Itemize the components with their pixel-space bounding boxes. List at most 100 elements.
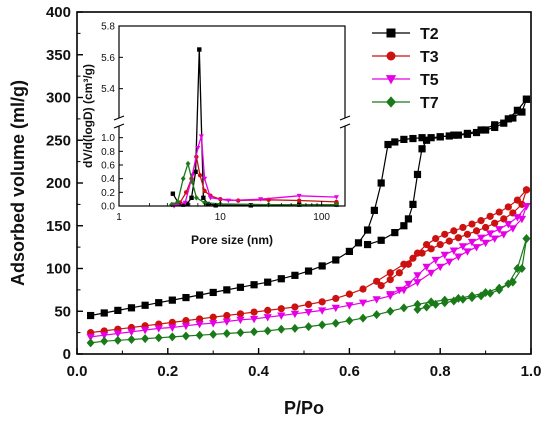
inset-series-t7-point [202,199,208,206]
series-t2-point [236,283,245,291]
series-t2-point [400,222,408,230]
series-t5-point [486,230,495,238]
series-t2-point [491,121,499,129]
series-t7-point [513,264,522,273]
series-t5-desorption-line [390,205,527,295]
inset-series-t3-point [296,198,302,203]
series-t2-point [427,134,435,142]
series-t2-desorption-line [367,98,527,246]
series-t7-point [431,299,440,309]
series-t2-point [304,267,313,275]
series-t2-point [182,293,190,302]
series-t3-point [373,277,381,285]
series-t7-point [331,318,340,328]
series-t5-point [513,214,522,222]
legend-t3-marker [386,51,396,61]
inset-y-tick-label: 0.8 [101,147,115,158]
inset-series-t5-point [198,134,204,139]
inset-series-t5-point [333,195,339,200]
series-t2-point [391,138,399,146]
series-t7-point [290,323,299,333]
series-t3-point [318,298,326,306]
series-t3-point [395,269,403,277]
series-t3-point [413,249,422,257]
series-t2-point [400,135,408,143]
series-t5-point [222,318,231,326]
series-t7-point [522,234,531,244]
series-t3-point [436,240,444,249]
series-t2-point [168,296,176,304]
series-t5-point [476,234,486,243]
series-t2-point [409,134,417,143]
series-t3-point [386,276,394,284]
series-t2-point [363,226,372,234]
series-t2-point [500,119,508,127]
inset-series-t5-point [202,176,208,182]
x-tick-label: 0.4 [248,363,270,380]
series-t5-point [508,225,517,233]
inset-series-t7-point [185,160,191,167]
main-plot: 0.0 0.2 0.4 0.6 0.8 1.0 0 50 100 150 200 250 300 350 4… [8,4,541,418]
series-t3-point [236,310,245,318]
inset-y-tick-label: 1.0 [101,133,115,144]
series-t5-point [481,239,490,248]
inset-series-t7-line [171,161,337,206]
inset-y-tick-label: 5.4 [101,84,115,95]
series-t3-point [250,308,258,316]
series-t5-point [331,304,340,313]
series-t2-point [354,239,363,247]
inset-y-tick-label: 0.6 [101,161,115,172]
series-t2-point [513,106,521,114]
series-t2-point [418,145,426,153]
series-t7-point [236,328,245,338]
series-t5-point [290,310,300,319]
series-t3-point [482,223,490,232]
series-t7-point [440,298,449,308]
series-t5-point [413,272,422,280]
series-t3-point [463,230,472,238]
series-t3-point [386,269,394,277]
y-tick-label: 0 [63,346,71,363]
y-tick-label: 50 [54,303,71,320]
series-t2-point [100,309,108,317]
series-t5-point [440,251,449,260]
series-t3-point [264,306,272,314]
series-t7-point [386,306,395,316]
series-t2-point [482,126,490,134]
series-t5-point [449,247,458,255]
series-t2-point [209,288,217,297]
series-t5-point [154,325,163,333]
series-t2-point [518,108,526,116]
series-t5-point [504,220,513,229]
series-t3-point [432,234,440,243]
series-t3-point [504,203,512,211]
series-t2-point [195,291,204,299]
inset-series-t3-point [197,173,203,178]
x-tick-label: 1.0 [521,363,542,380]
series-t7-point [413,299,422,309]
series-t3-point [182,317,190,325]
series-t3-point [454,234,462,242]
series-t7-point [481,287,490,297]
series-t3-desorption-line [380,189,527,287]
series-t3-group [87,186,531,337]
series-t5-point [100,332,109,340]
series-t5-point [209,320,218,328]
series-t7-point [141,334,150,344]
inset-series-t7-point [175,199,181,205]
series-t7-point [345,316,354,326]
series-t7-point [508,277,517,287]
series-t7-point [517,264,526,273]
series-t2-point [345,247,353,255]
series-t5-point [426,269,436,278]
series-t3-point [495,208,503,216]
series-t3-point [450,227,458,235]
series-t5-point [318,307,327,315]
inset-y-tick-label: 5.6 [101,53,115,64]
series-t3-point [472,227,481,235]
series-t2-point [127,304,136,312]
series-t5-point [404,280,413,289]
y-tick-label: 350 [46,47,71,64]
